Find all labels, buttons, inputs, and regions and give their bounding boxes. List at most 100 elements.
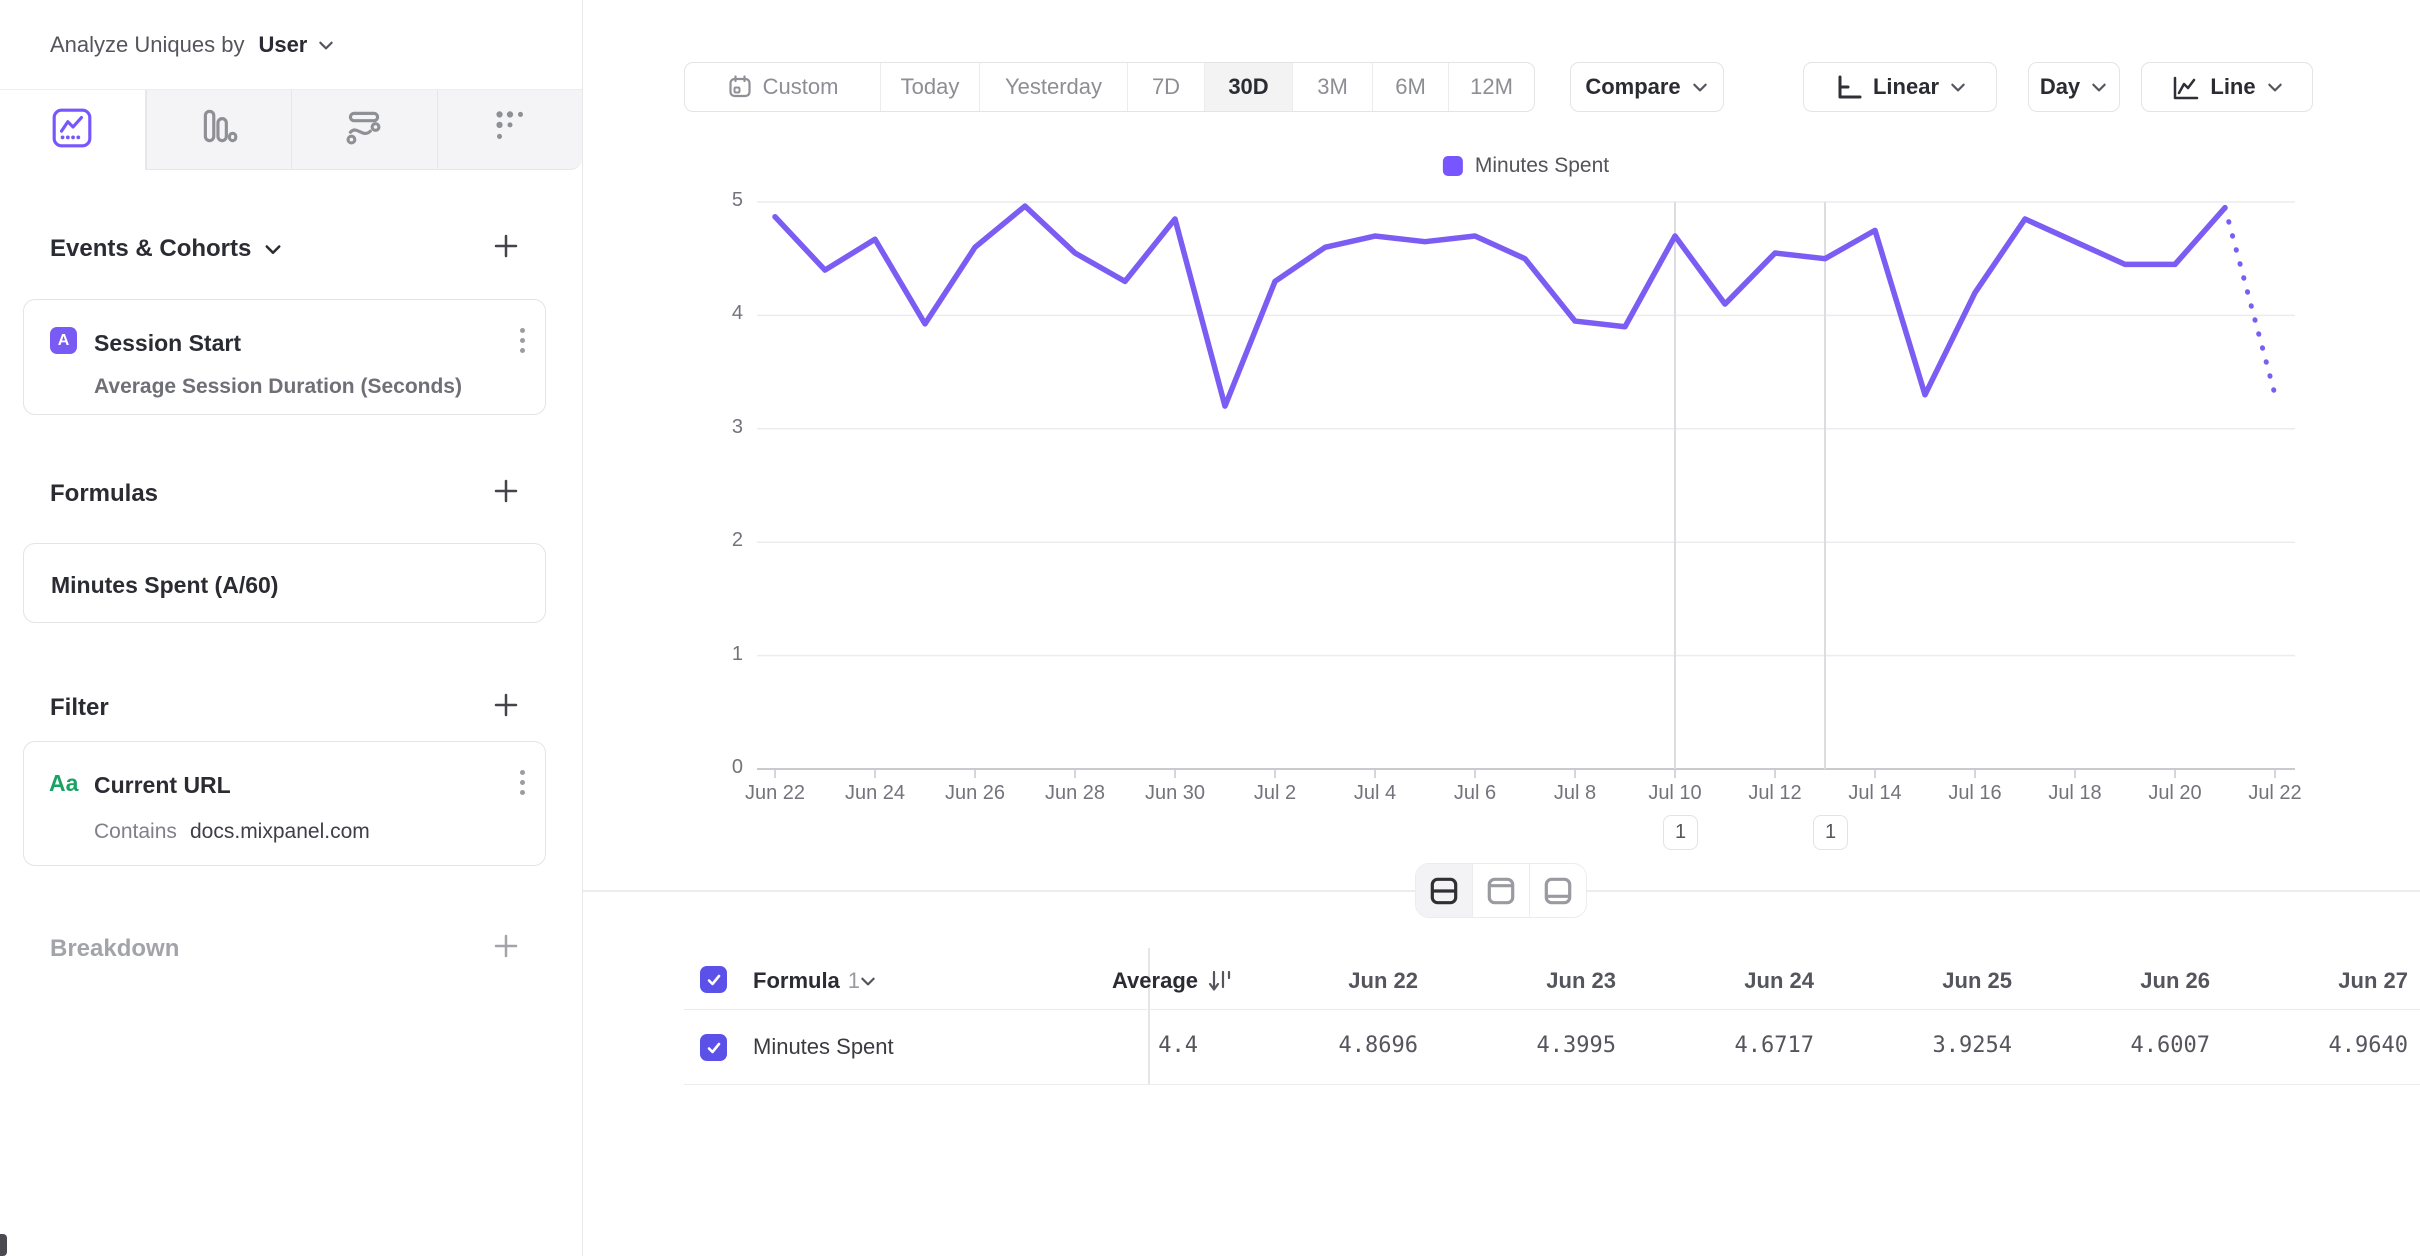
date-column-header[interactable]: Jun 24 [1744,968,1814,993]
event-letter-badge: A [50,327,77,354]
y-axis-tick-label: 3 [731,415,743,438]
cell-value: 4.6007 [2130,1033,2210,1058]
x-axis-tick-label: Jul 12 [1748,782,1802,804]
chevron-down-icon [2092,83,2106,92]
formulas-header: Formulas [0,477,582,510]
scale-button[interactable]: Linear [1803,62,1997,112]
top-panel-view-icon [1487,877,1515,904]
add-event-button[interactable] [492,232,520,265]
date-range-6m[interactable]: 6M [1373,63,1449,111]
cell-value: 4.8696 [1338,1033,1418,1058]
formula-group-checkbox[interactable] [700,966,727,993]
x-axis-tick-label: Jun 26 [944,782,1006,804]
x-axis-tick-label: Jul 18 [2048,782,2102,804]
date-range-label: Today [900,74,960,99]
annotation-chip[interactable]: 1 [1813,815,1848,850]
interval-button[interactable]: Day [2028,62,2120,112]
formula-group-label[interactable]: Formula 1 [753,968,861,993]
bar-chart-icon [197,105,241,154]
projected-segment-dotted [2222,205,2278,398]
date-range-7d[interactable]: 7D [1128,63,1205,111]
formula-name[interactable]: Minutes Spent (A/60) [51,572,279,598]
compare-button[interactable]: Compare [1570,62,1724,112]
flows-icon [342,105,386,154]
x-axis-tick-label: Jul 10 [1648,782,1702,804]
kebab-menu-icon[interactable] [517,328,527,353]
grid-dots-icon [488,105,532,154]
y-axis-tick-label: 5 [731,189,743,211]
series-checkbox[interactable] [700,1034,727,1061]
calendar-icon [728,75,751,98]
flows-tab[interactable] [291,90,437,170]
chevron-down-icon[interactable] [263,239,283,259]
add-breakdown-button[interactable] [492,932,520,965]
cell-value: 4.3995 [1536,1033,1616,1058]
event-aggregation[interactable]: Average Session Duration (Seconds) [94,375,462,398]
x-axis-tick-label: Jul 4 [1353,782,1397,804]
chart-top-view-toggle[interactable] [1473,864,1530,917]
annotation-chip[interactable]: 1 [1663,815,1698,850]
x-axis-tick-label: Jul 20 [2148,782,2202,804]
insights-line-tab[interactable] [0,90,146,170]
date-range-3m[interactable]: 3M [1293,63,1373,111]
date-range-label: 12M [1470,74,1513,99]
table-column-divider [1148,948,1150,1085]
filter-header: Filter [0,691,582,724]
compare-label: Compare [1585,74,1681,99]
date-column-header[interactable]: Jun 23 [1546,968,1616,993]
date-range-12m[interactable]: 12M [1449,63,1534,111]
legend-swatch [1442,156,1463,176]
analyze-uniques-label: Analyze Uniques by [50,31,245,57]
date-column-header[interactable]: Jun 27 [2338,968,2408,993]
kebab-menu-icon[interactable] [517,770,527,795]
chart-legend: Minutes Spent [1442,154,1609,178]
table-bottom-view-toggle[interactable] [1530,864,1586,917]
chevron-down-icon[interactable] [859,972,877,995]
report-type-tabs [0,90,582,170]
chart-type-button[interactable]: Line [2141,62,2313,112]
date-range-yesterday[interactable]: Yesterday [980,63,1128,111]
filter-value[interactable]: docs.mixpanel.com [190,820,370,843]
date-column-header[interactable]: Jun 26 [2140,968,2210,993]
average-column-header[interactable]: Average [1111,968,1198,993]
retention-grid-tab[interactable] [436,90,582,170]
date-range-control: Custom Today Yesterday 7D 30D 3M 6M 12M [684,62,1535,112]
x-axis-tick-label: Jul 8 [1553,782,1597,804]
date-column-header[interactable]: Jun 25 [1942,968,2012,993]
event-card[interactable]: A Session Start Average Session Duration… [23,299,546,415]
formula-card[interactable]: Minutes Spent (A/60) [23,543,546,623]
date-range-today[interactable]: Today [881,63,980,111]
add-formula-button[interactable] [492,477,520,510]
analyze-uniques-value[interactable]: User [258,31,308,57]
filter-title: Filter [50,693,109,721]
split-view-icon [1430,877,1458,904]
event-name[interactable]: Session Start [94,330,241,356]
add-filter-button[interactable] [492,691,520,724]
check-icon [707,974,720,985]
bottom-panel-view-icon [1544,877,1572,904]
cell-value: 3.9254 [1932,1033,2012,1058]
filter-card[interactable]: Aa Current URL Contains docs.mixpanel.co… [23,741,546,866]
date-column-header[interactable]: Jun 22 [1348,968,1418,993]
chevron-down-icon [1692,83,1707,92]
breakdown-title: Breakdown [50,934,180,962]
x-axis-tick-label: Jun 24 [844,782,906,804]
series-name[interactable]: Minutes Spent [753,1034,894,1059]
date-range-custom[interactable]: Custom [685,63,881,111]
scrollbar-thumb[interactable] [0,1234,7,1256]
y-axis-tick-label: 1 [731,642,743,665]
date-range-30d[interactable]: 30D [1205,63,1293,111]
y-axis-tick-label: 2 [731,529,743,552]
string-property-icon: Aa [49,770,79,796]
average-value: 4.4 [1158,1033,1198,1058]
filter-operator[interactable]: Contains [94,820,177,843]
chevron-down-icon[interactable] [317,36,335,54]
filter-property-name[interactable]: Current URL [94,772,231,798]
sort-icon[interactable] [1206,965,1236,1002]
y-axis-tick-label: 4 [731,302,743,325]
line-chart-icon [50,106,94,155]
x-axis-tick-label: Jul 16 [1948,782,2002,804]
bar-chart-tab[interactable] [145,90,291,170]
split-view-toggle[interactable] [1416,864,1473,917]
